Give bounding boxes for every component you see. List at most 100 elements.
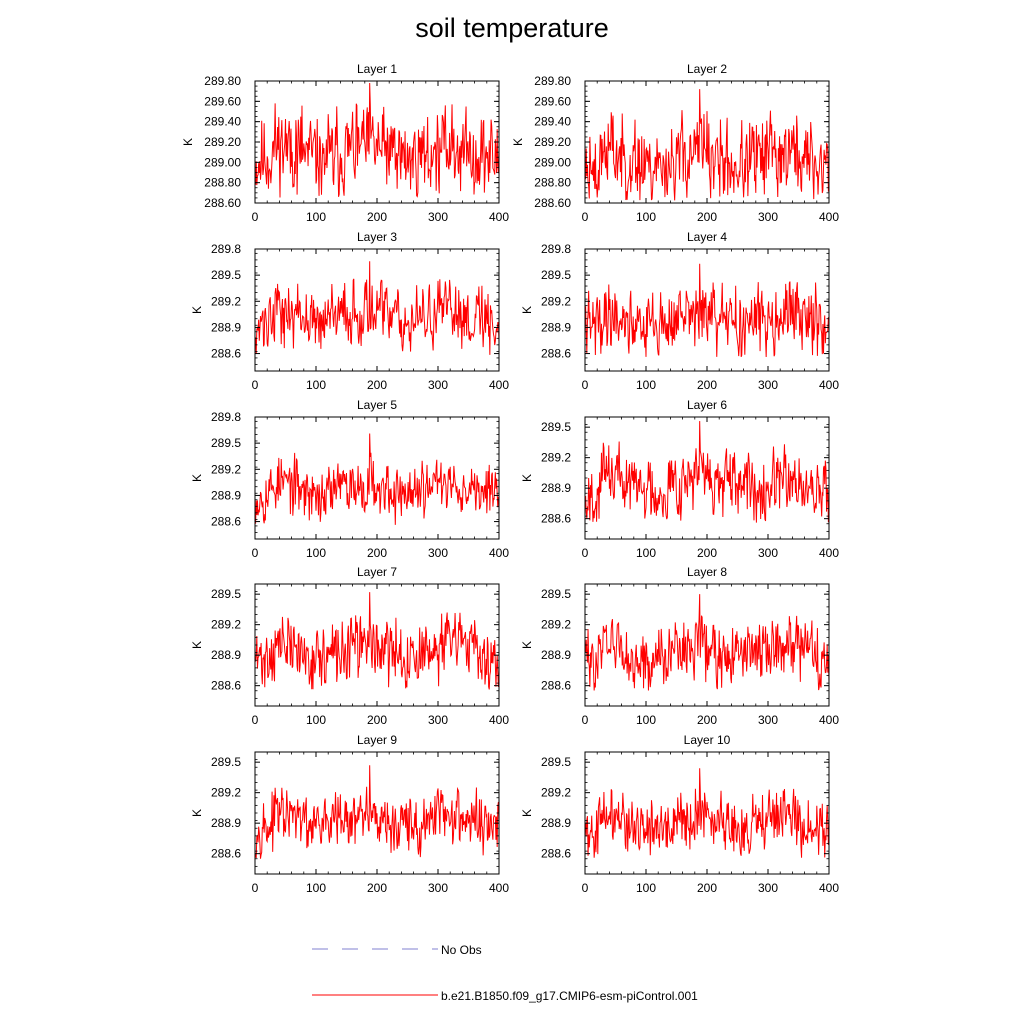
chart-panel-4: 0 100 200 300 400 288.6 288.9 289.2 289.5 289.8 La… <box>520 230 839 392</box>
chart-panel-7: 0 100 200 300 400 288.6 288.9 289.2 289.5 Layer 7… <box>190 565 509 727</box>
y-tick-label: 289.2 <box>211 294 241 308</box>
y-tick-label: 289.80 <box>534 74 571 88</box>
x-tick-label: 200 <box>367 546 387 560</box>
series-line <box>255 83 500 198</box>
x-tick-label: 100 <box>636 713 656 727</box>
y-tick-label: 289.5 <box>541 755 571 769</box>
x-tick-label: 100 <box>306 378 326 392</box>
y-tick-label: 289.5 <box>211 436 241 450</box>
x-tick-label: 300 <box>758 378 778 392</box>
y-tick-label: 289.5 <box>211 755 241 769</box>
x-tick-label: 300 <box>758 546 778 560</box>
y-tick-label: 289.5 <box>541 268 571 282</box>
y-tick-label: 288.6 <box>211 347 241 361</box>
y-tick-label: 289.60 <box>534 94 571 108</box>
x-tick-label: 400 <box>489 881 509 895</box>
y-tick-label: 288.9 <box>541 648 571 662</box>
x-tick-label: 200 <box>367 210 387 224</box>
x-tick-label: 0 <box>582 210 589 224</box>
series-line <box>585 421 830 523</box>
x-tick-label: 300 <box>428 881 448 895</box>
y-axis-label: K <box>190 641 204 649</box>
x-tick-label: 200 <box>367 713 387 727</box>
x-tick-label: 0 <box>252 378 259 392</box>
y-tick-label: 289.40 <box>204 115 241 129</box>
y-tick-label: 289.2 <box>541 786 571 800</box>
panel-title: Layer 1 <box>357 62 397 76</box>
y-axis-label: K <box>520 641 534 649</box>
y-tick-label: 289.00 <box>534 155 571 169</box>
chart-panel-10: 0 100 200 300 400 288.6 288.9 289.2 289.5 Layer 1… <box>520 733 839 895</box>
y-tick-label: 289.8 <box>211 242 241 256</box>
page-title: soil temperature <box>415 13 609 43</box>
series-line <box>255 765 500 859</box>
y-axis-label: K <box>181 138 195 146</box>
series-line <box>585 768 830 858</box>
x-tick-label: 300 <box>428 713 448 727</box>
x-tick-label: 400 <box>819 378 839 392</box>
panel-title: Layer 4 <box>687 230 727 244</box>
y-axis-label: K <box>520 306 534 314</box>
x-tick-label: 300 <box>758 210 778 224</box>
chart-panel-5: 0 100 200 300 400 288.6 288.9 289.2 289.5 289.8 La… <box>190 398 509 560</box>
y-tick-label: 288.6 <box>211 515 241 529</box>
chart-panel-6: 0 100 200 300 400 288.6 288.9 289.2 289.5 Layer 6… <box>520 398 839 560</box>
series-line <box>255 592 500 690</box>
x-tick-label: 0 <box>582 713 589 727</box>
x-tick-label: 100 <box>636 378 656 392</box>
x-tick-label: 100 <box>306 210 326 224</box>
y-tick-label: 289.5 <box>541 420 571 434</box>
x-tick-label: 200 <box>697 881 717 895</box>
chart-panel-9: 0 100 200 300 400 288.6 288.9 289.2 289.5 Layer 9… <box>190 733 509 895</box>
chart-panel-8: 0 100 200 300 400 288.6 288.9 289.2 289.5 Layer 8… <box>520 565 839 727</box>
x-tick-label: 400 <box>819 546 839 560</box>
panel-title: Layer 2 <box>687 62 727 76</box>
x-tick-label: 100 <box>306 546 326 560</box>
y-tick-label: 289.20 <box>534 135 571 149</box>
y-axis-label: K <box>190 306 204 314</box>
y-tick-label: 289.2 <box>541 618 571 632</box>
x-tick-label: 0 <box>582 881 589 895</box>
chart-panel-1: 0 100 200 300 400 288.60 288.80 289.00 289.20 289… <box>181 62 509 224</box>
y-tick-label: 289.20 <box>204 135 241 149</box>
y-tick-label: 288.9 <box>211 648 241 662</box>
y-tick-label: 289.2 <box>541 451 571 465</box>
x-tick-label: 300 <box>758 713 778 727</box>
y-tick-label: 289.8 <box>211 410 241 424</box>
y-tick-label: 288.6 <box>541 347 571 361</box>
y-tick-label: 289.00 <box>204 155 241 169</box>
y-tick-label: 288.9 <box>541 320 571 334</box>
y-tick-label: 289.2 <box>541 294 571 308</box>
y-tick-label: 289.5 <box>541 587 571 601</box>
legend-model-label: b.e21.B1850.f09_g17.CMIP6-esm-piControl.… <box>441 989 698 1003</box>
x-tick-label: 400 <box>489 378 509 392</box>
x-tick-label: 400 <box>819 210 839 224</box>
x-tick-label: 100 <box>636 881 656 895</box>
panel-title: Layer 7 <box>357 565 397 579</box>
y-tick-label: 289.80 <box>204 74 241 88</box>
y-tick-label: 288.6 <box>541 847 571 861</box>
y-tick-label: 288.9 <box>541 481 571 495</box>
y-axis-label: K <box>520 809 534 817</box>
x-tick-label: 0 <box>252 713 259 727</box>
y-axis-label: K <box>520 474 534 482</box>
legend-obs-label: No Obs <box>441 943 482 957</box>
x-tick-label: 200 <box>697 713 717 727</box>
y-axis-label: K <box>190 474 204 482</box>
x-tick-label: 100 <box>636 210 656 224</box>
chart-panel-2: 0 100 200 300 400 288.60 288.80 289.00 289.20 289… <box>511 62 839 224</box>
x-tick-label: 400 <box>819 713 839 727</box>
series-line <box>585 594 830 691</box>
y-tick-label: 289.2 <box>211 786 241 800</box>
y-tick-label: 289.2 <box>211 462 241 476</box>
x-tick-label: 200 <box>697 546 717 560</box>
panel-title: Layer 10 <box>684 733 731 747</box>
x-tick-label: 200 <box>367 881 387 895</box>
x-tick-label: 100 <box>306 713 326 727</box>
series-line <box>255 261 500 355</box>
y-tick-label: 289.40 <box>534 115 571 129</box>
y-tick-label: 288.60 <box>534 196 571 210</box>
y-tick-label: 289.5 <box>211 587 241 601</box>
